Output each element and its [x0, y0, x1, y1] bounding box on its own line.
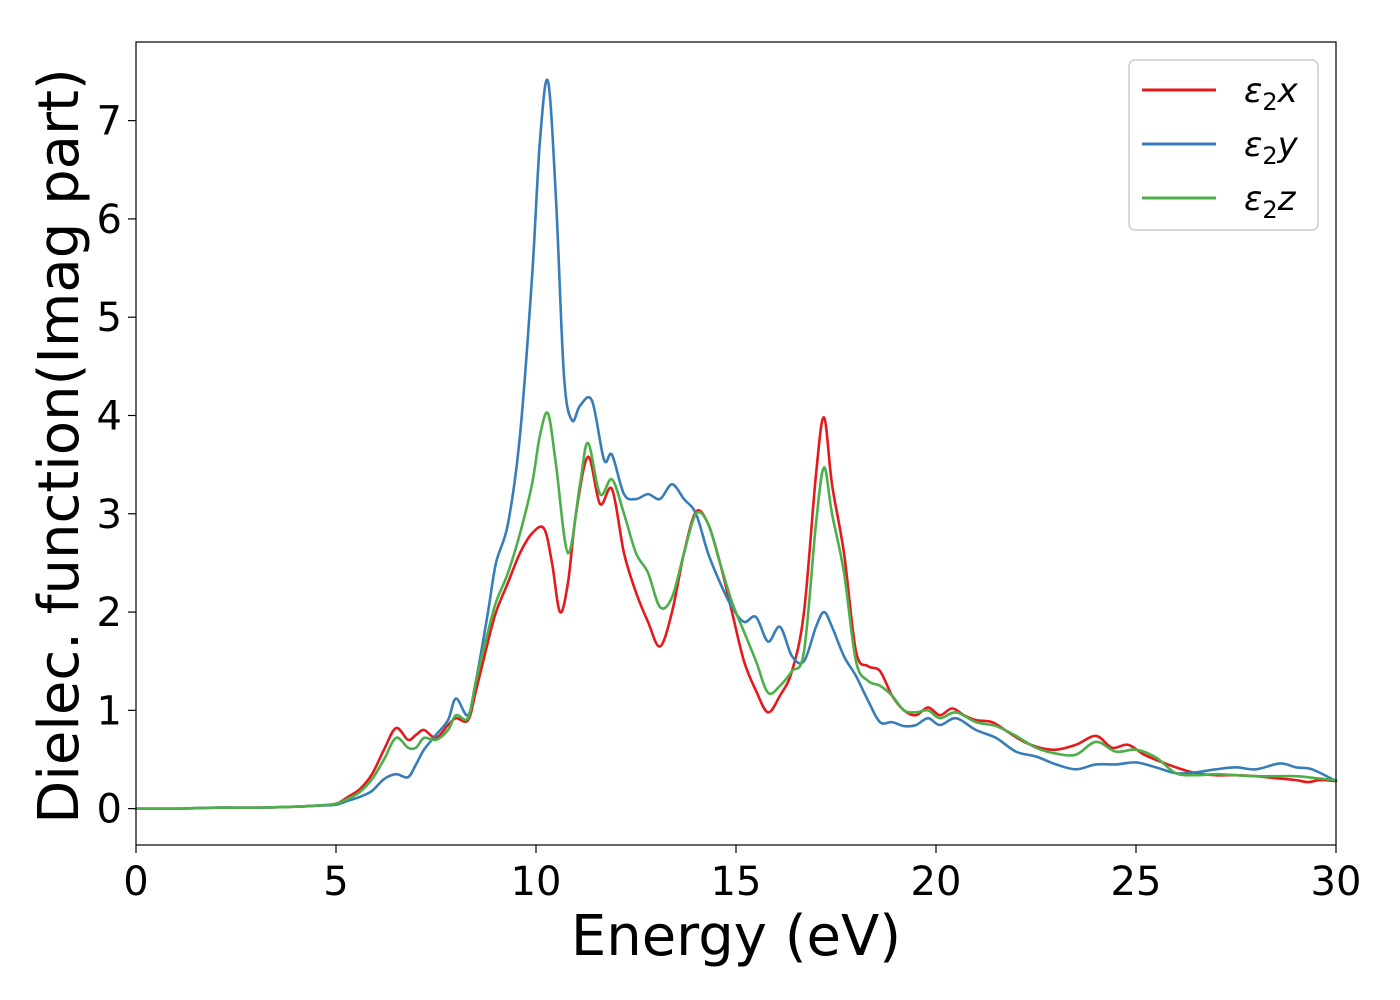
legend-label-z: ε2z [1244, 179, 1297, 224]
series-line-z [134, 411, 1338, 811]
y-tick-label: 2 [97, 590, 122, 636]
x-tick-label: 15 [711, 859, 762, 905]
series-line-y [134, 78, 1338, 811]
y-axis-label: Dielec. function(Imag part) [27, 68, 92, 824]
y-tick-label: 1 [97, 688, 122, 734]
legend-box [1128, 59, 1319, 231]
x-tick-label: 0 [123, 859, 148, 905]
legend: ε2x ε2y ε2z [1128, 59, 1319, 231]
y-tick-label: 5 [97, 295, 122, 341]
x-tick-label: 10 [511, 859, 562, 905]
y-tick-label: 0 [97, 787, 122, 833]
series-layer [134, 78, 1338, 811]
y-tick-label: 3 [97, 492, 122, 538]
x-tick-label: 20 [911, 859, 962, 905]
x-tick-label: 5 [323, 859, 348, 905]
x-axis-label: Energy (eV) [571, 904, 901, 969]
legend-entries: ε2x ε2y ε2z [1142, 71, 1299, 224]
series-line-x [134, 416, 1338, 811]
legend-label-x: ε2x [1244, 71, 1299, 116]
legend-label-y: ε2y [1244, 125, 1299, 170]
y-tick-label: 7 [97, 99, 122, 145]
y-tick-label: 4 [97, 393, 122, 439]
y-axis-ticks: 0 1 2 3 4 5 6 7 [97, 99, 136, 833]
x-tick-label: 25 [1111, 859, 1162, 905]
x-axis-ticks: 0 5 10 15 20 25 30 [123, 845, 1361, 905]
plot-area [134, 41, 1338, 846]
x-tick-label: 30 [1311, 859, 1362, 905]
y-tick-label: 6 [97, 197, 122, 243]
